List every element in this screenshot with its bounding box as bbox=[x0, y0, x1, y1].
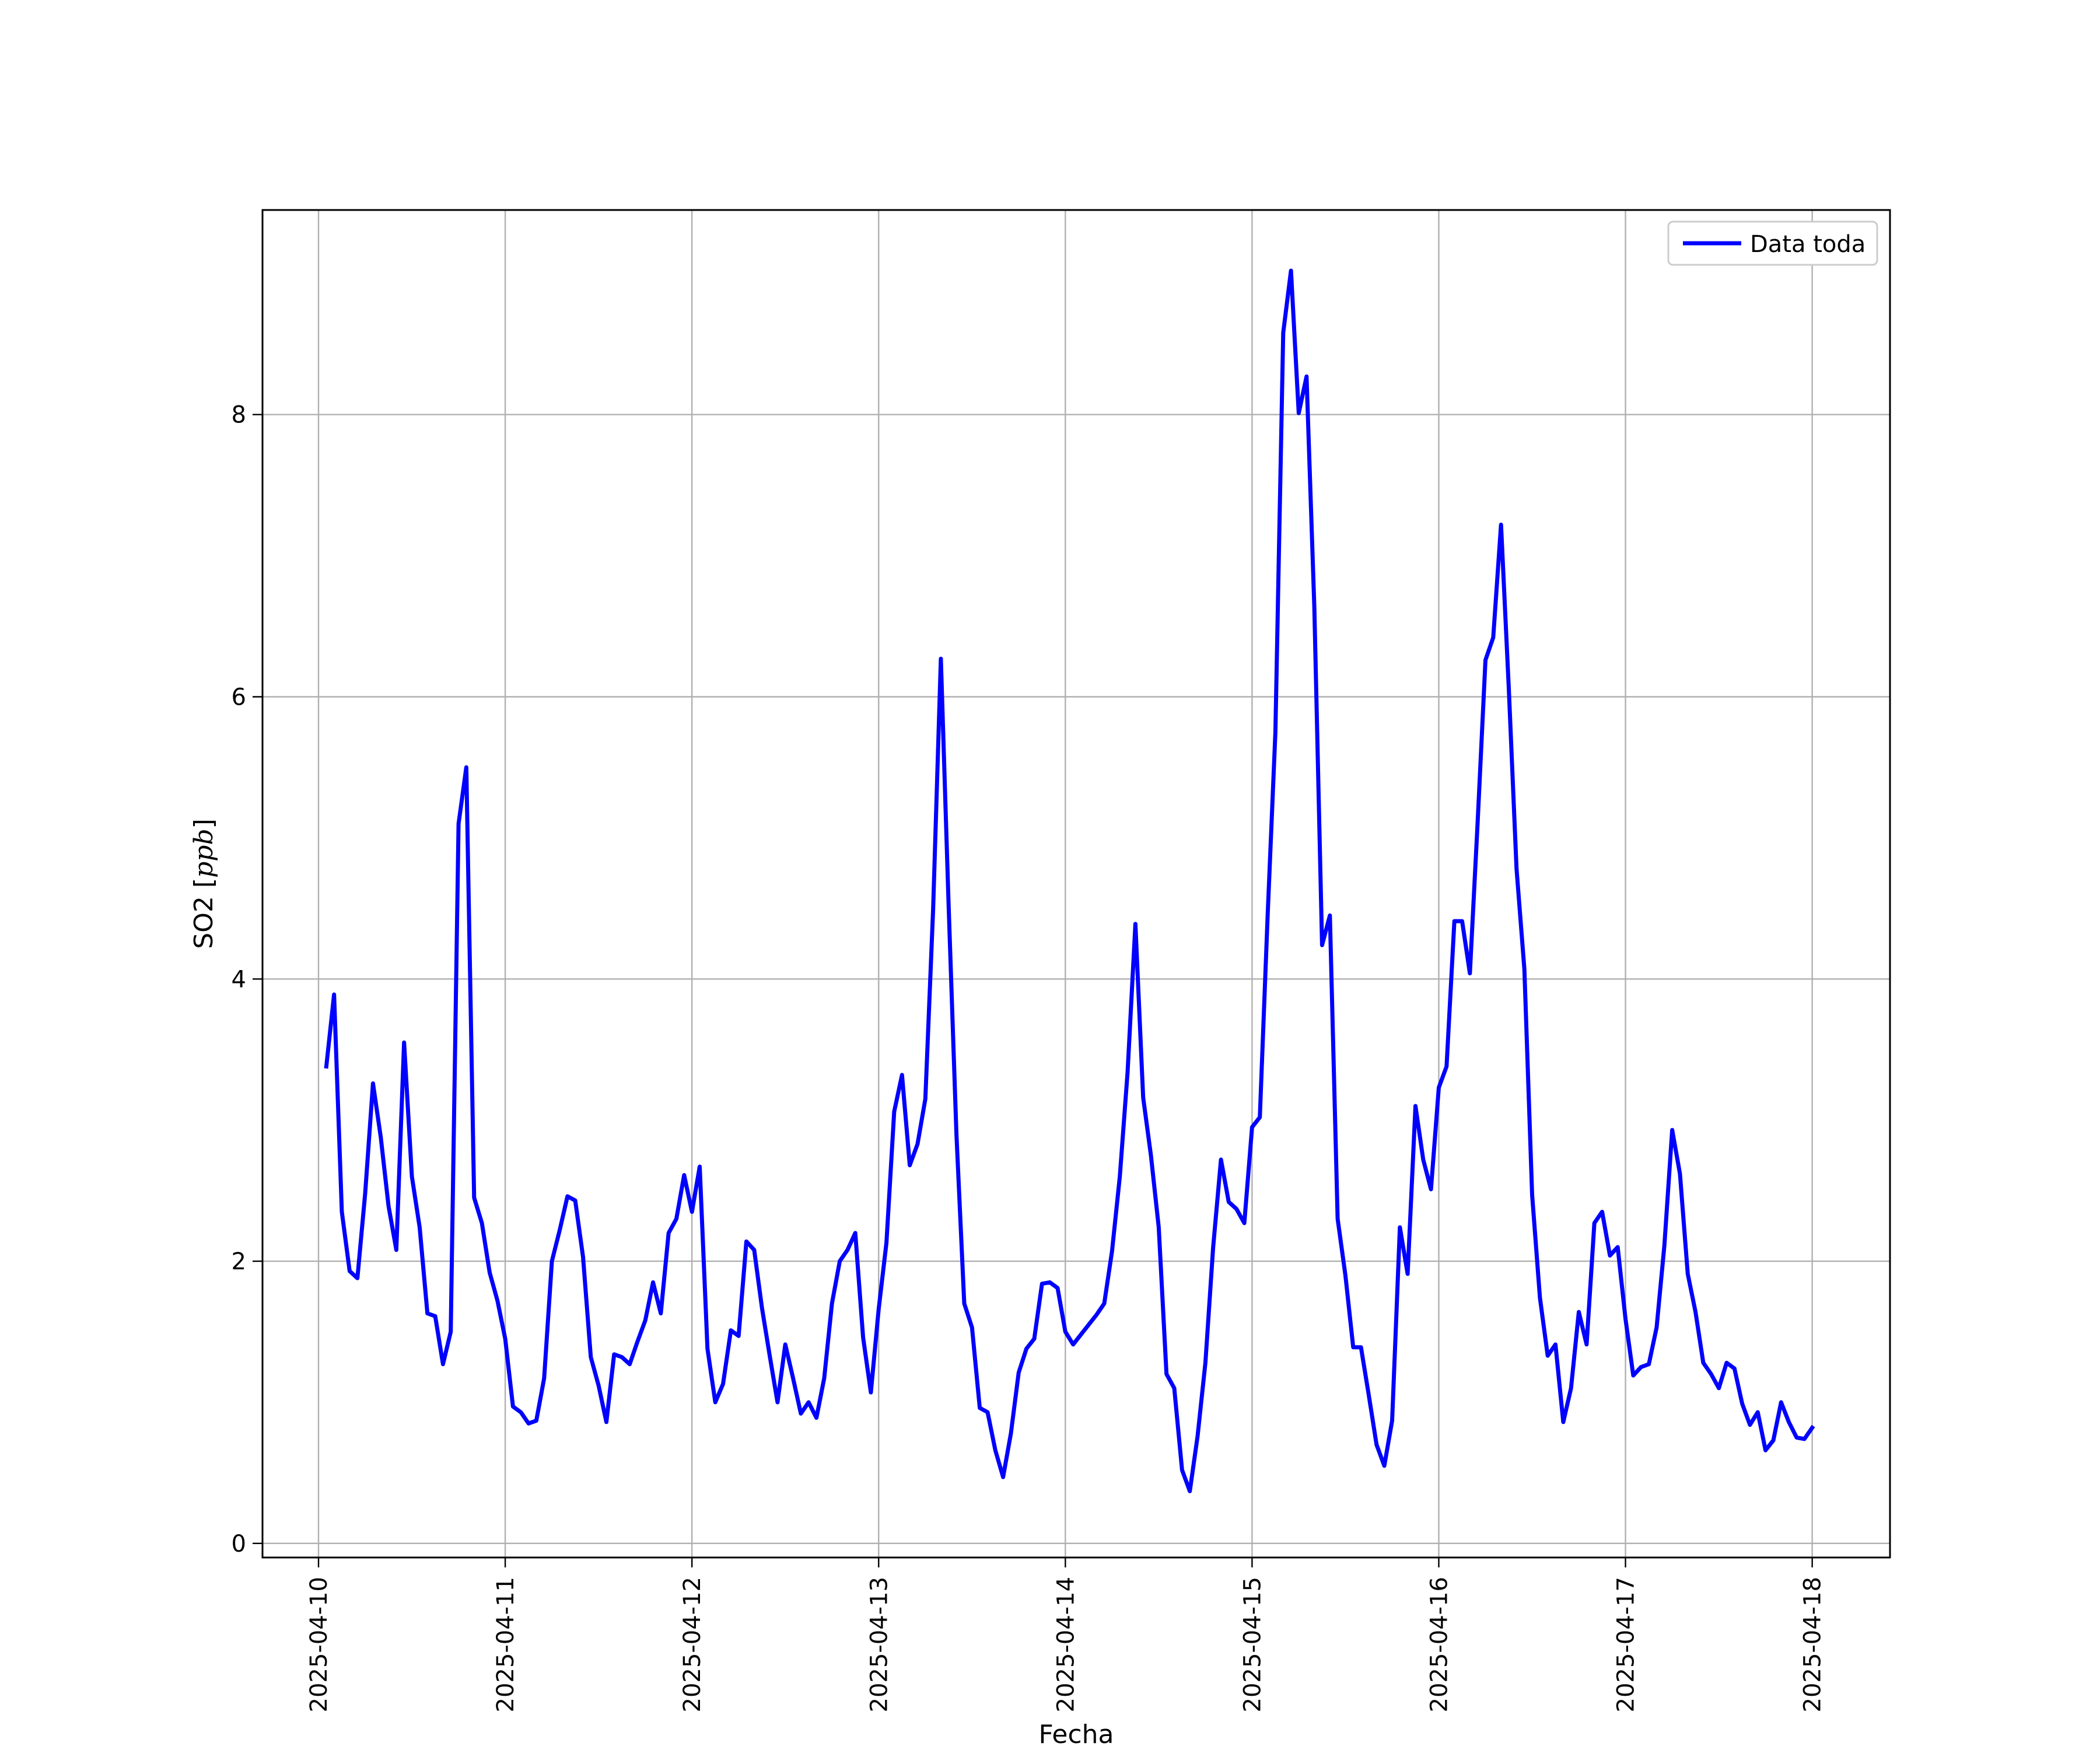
series-layer bbox=[324, 268, 1815, 1493]
x-tick-label: 2025-04-14 bbox=[1052, 1577, 1079, 1712]
y-tick-label: 0 bbox=[232, 1531, 246, 1558]
x-tick-label: 2025-04-11 bbox=[492, 1577, 519, 1712]
x-tick-label: 2025-04-15 bbox=[1239, 1577, 1266, 1712]
x-axis-ticks: 2025-04-10 2025-04-11 2025-04-12 2025-04-13… bbox=[306, 1558, 1826, 1712]
y-axis-title-unit: ppb bbox=[189, 828, 219, 878]
plot-frame bbox=[261, 209, 1891, 1559]
y-axis-ticks: 0 2 4 6 8 bbox=[232, 402, 262, 1558]
x-tick-label: 2025-04-13 bbox=[866, 1577, 892, 1712]
legend-box bbox=[1667, 220, 1878, 266]
y-axis-title-close: ] bbox=[189, 818, 219, 828]
x-tick-label: 2025-04-10 bbox=[306, 1577, 332, 1712]
x-tick-label: 2025-04-16 bbox=[1426, 1577, 1452, 1712]
x-axis-title: Fecha bbox=[1038, 1720, 1114, 1749]
x-tick-label: 2025-04-17 bbox=[1613, 1577, 1640, 1712]
x-tick-label: 2025-04-12 bbox=[679, 1577, 706, 1712]
y-tick-label: 8 bbox=[232, 402, 246, 429]
grid-lines bbox=[262, 210, 1890, 1558]
legend: Data toda bbox=[1667, 220, 1878, 266]
x-tick-label: 2025-04-18 bbox=[1800, 1577, 1826, 1712]
y-tick-label: 6 bbox=[232, 684, 246, 711]
y-tick-label: 4 bbox=[232, 966, 246, 993]
series-line-data-toda bbox=[324, 268, 1815, 1493]
y-tick-label: 2 bbox=[232, 1248, 246, 1275]
y-axis-title: SO2 [ppb] bbox=[189, 818, 219, 949]
y-axis-title-main: SO2 [ bbox=[189, 878, 219, 949]
legend-label: Data toda bbox=[1750, 231, 1866, 258]
